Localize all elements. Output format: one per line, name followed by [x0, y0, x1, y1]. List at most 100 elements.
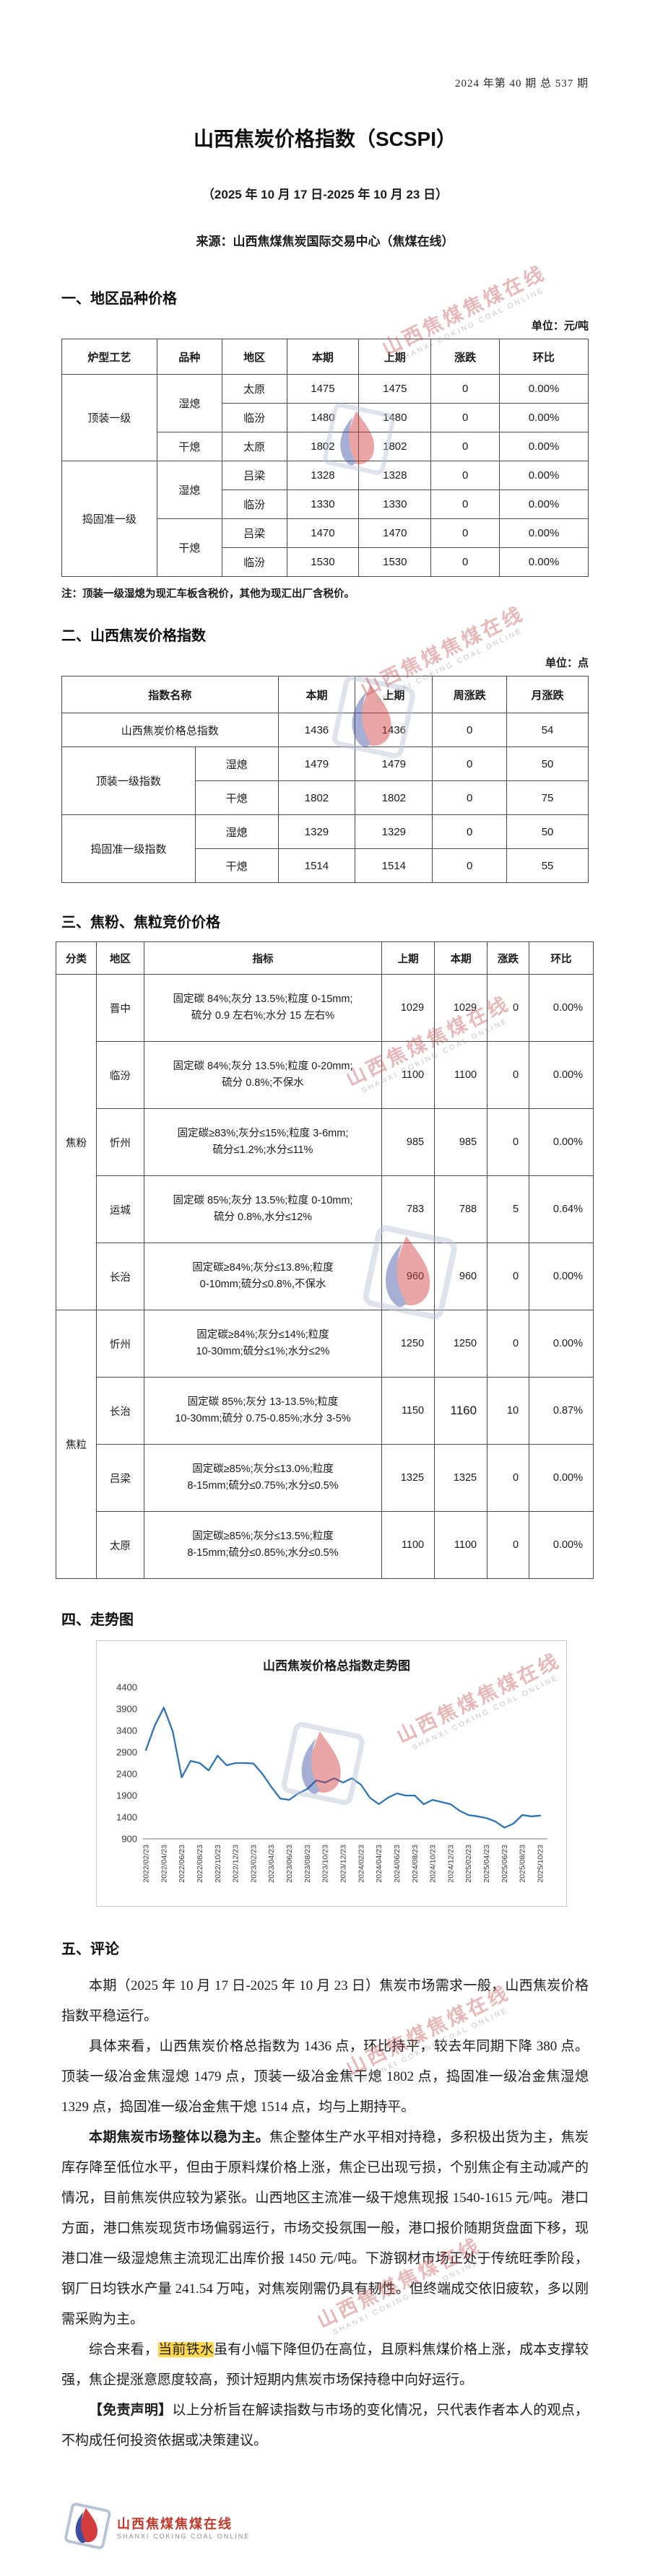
current-cell: 1100 [434, 1041, 488, 1109]
pct-cell: 0.00% [499, 518, 589, 548]
quench-cell: 干熄 [156, 432, 222, 461]
index-name-cell: 捣固准一级指数 [61, 814, 196, 883]
spec-line: 固定碳≥83%;灰分≤15%;粒度 3-6mm; [177, 1127, 349, 1139]
svg-text:4400: 4400 [116, 1682, 137, 1693]
table-row: 太原 固定碳≥85%;灰分≤13.5%;粒度 8-15mm;硫分≤0.85%;水… [56, 1511, 594, 1579]
quench-cell: 湿熄 [194, 814, 279, 849]
region-cell: 忻州 [95, 1108, 144, 1176]
region-cell: 太原 [221, 374, 287, 404]
category-cell: 焦粉 [56, 974, 97, 1310]
report-date-range: （2025 年 10 月 17 日-2025 年 10 月 23 日） [202, 188, 448, 201]
previous-cell: 1480 [358, 403, 432, 432]
spec-cell: 固定碳 85%;灰分 13-13.5%;粒度 10-30mm;硫分 0.75-0… [143, 1377, 383, 1445]
col-header: 月涨跌 [506, 676, 589, 713]
previous-cell: 1029 [381, 974, 436, 1042]
change-cell: 0 [487, 1444, 530, 1512]
table-row: 捣固准一级指数 湿熄 1329 1329 0 50 [61, 814, 589, 883]
table-row: 山西焦炭价格总指数 1436 1436 0 54 [61, 713, 589, 747]
spec-cell: 固定碳 85%;灰分 13.5%;粒度 0-10mm; 硫分 0.8%,水分≤1… [143, 1175, 383, 1243]
col-header: 上期 [355, 676, 433, 713]
section2-heading: 二、山西焦炭价格指数 [61, 628, 206, 644]
spec-line: 10-30mm;硫分≤1%;水分≤2% [196, 1346, 330, 1357]
table-row: 干熄 1514 1514 0 55 [62, 848, 589, 883]
svg-text:1900: 1900 [116, 1790, 137, 1801]
col-header: 上期 [381, 941, 436, 975]
table-row: 顶装一级指数 湿熄 1479 1479 0 50 [61, 747, 589, 815]
comment-paragraph: 本期焦炭市场整体以稳为主。焦企整体生产水平相对持稳，多积极出货为主，焦炭库存降至… [61, 2123, 589, 2335]
previous-cell: 1802 [355, 780, 433, 815]
current-cell: 1029 [434, 974, 488, 1042]
col-header: 品种 [156, 339, 222, 375]
highlighted-text: 当前铁水 [158, 2342, 214, 2357]
current-cell: 1475 [286, 374, 360, 404]
previous-cell: 1475 [358, 374, 432, 404]
section2-unit-label: 单位：点 [545, 657, 589, 669]
coke-breeze-grain-price-table: 分类 地区 指标 上期 本期 涨跌 环比 焦粉 晋中 固定碳 84%;灰分 13… [56, 941, 594, 1579]
current-cell: 1100 [434, 1511, 488, 1579]
svg-text:2025/02/23: 2025/02/23 [464, 1845, 473, 1883]
previous-cell: 1479 [355, 747, 433, 781]
pct-cell: 0.00% [499, 432, 589, 461]
trend-chart: 山西焦炭价格总指数走势图 900 1400 1900 2400 2900 3400 3900 4… [96, 1640, 567, 1907]
region-cell: 吕梁 [221, 461, 287, 490]
change-cell: 0 [487, 1511, 530, 1579]
current-cell: 1802 [277, 780, 356, 815]
previous-cell: 1328 [358, 461, 432, 490]
spec-line: 固定碳≥85%;灰分≤13.0%;粒度 [192, 1463, 334, 1475]
svg-text:2022/02/23: 2022/02/23 [142, 1845, 151, 1883]
index-name-cell: 顶装一级指数 [61, 747, 196, 815]
col-header: 分类 [56, 941, 97, 975]
week-change-cell: 0 [432, 780, 508, 815]
quench-cell: 干熄 [194, 780, 279, 815]
svg-text:2023/06/23: 2023/06/23 [285, 1845, 294, 1883]
change-cell: 0 [430, 374, 500, 404]
region-cell: 长治 [95, 1243, 144, 1310]
svg-text:2024/02/23: 2024/02/23 [357, 1845, 365, 1883]
spec-cell: 固定碳 84%;灰分 13.5%;粒度 0-15mm; 硫分 0.9 左右%;水… [143, 974, 383, 1042]
current-cell: 1330 [286, 489, 360, 519]
change-cell: 0 [487, 974, 530, 1042]
table1-note: 注：顶装一级湿熄为现汇车板含税价，其他为现汇出厂含税价。 [61, 588, 355, 600]
region-cell: 临汾 [221, 403, 287, 432]
spec-line: 固定碳 85%;灰分 13.5%;粒度 0-10mm; [173, 1194, 353, 1206]
svg-text:2025/08/23: 2025/08/23 [519, 1845, 527, 1883]
svg-text:2022/10/23: 2022/10/23 [214, 1845, 222, 1883]
month-change-cell: 75 [506, 780, 589, 815]
paragraph-text: 虽有小幅下降但仍在高位，且原料焦煤价格上涨，成本支撑较强，焦企提涨意愿度较高，预… [61, 2342, 589, 2388]
table-row: 长治 固定碳≥84%;灰分≤13.8%;粒度 0-10mm;硫分≤0.8%,不保… [56, 1243, 594, 1310]
change-cell: 0 [430, 403, 500, 432]
quench-cell: 湿熄 [156, 374, 222, 432]
current-cell: 985 [434, 1108, 488, 1176]
current-cell: 1514 [277, 848, 356, 883]
col-header: 地区 [221, 339, 287, 375]
current-cell: 1530 [286, 547, 360, 577]
table-row: 顶装一级 湿熄 太原 1475 1475 0 0.00% [61, 374, 589, 461]
pct-cell: 0.00% [529, 974, 594, 1042]
section1-unit-label: 单位：元/吨 [531, 320, 589, 332]
svg-text:2025/06/23: 2025/06/23 [500, 1845, 509, 1883]
current-cell: 1328 [286, 461, 360, 490]
spec-line: 固定碳 85%;灰分 13-13.5%;粒度 [187, 1396, 339, 1408]
change-cell: 0 [430, 432, 500, 461]
current-cell: 960 [434, 1243, 488, 1310]
previous-cell: 1514 [355, 848, 433, 883]
week-change-cell: 0 [432, 713, 508, 747]
svg-text:2023/12/23: 2023/12/23 [339, 1845, 348, 1883]
comment-paragraph: 本期（2025 年 10 月 17 日-2025 年 10 月 23 日）焦炭市… [61, 1971, 589, 2032]
month-change-cell: 50 [506, 747, 589, 781]
disclaimer-text: 以上分析旨在解读指数与市场的变化情况，只代表作者本人的观点，不构成任何投资依据或… [61, 2403, 589, 2448]
svg-text:900: 900 [121, 1834, 137, 1845]
col-header: 指标 [143, 941, 383, 975]
spec-line: 硫分≤1.2%;水分≤11% [212, 1144, 313, 1156]
comment-paragraph: 具体来看，山西焦炭价格总指数为 1436 点，环比持平，较去年同期下降 380 … [61, 2032, 589, 2123]
table-row: 忻州 固定碳≥83%;灰分≤15%;粒度 3-6mm; 硫分≤1.2%;水分≤1… [56, 1108, 594, 1176]
trend-line-chart: 山西焦炭价格总指数走势图 900 1400 1900 2400 2900 3400 3900 4… [116, 1658, 547, 1883]
section1-heading: 一、地区品种价格 [61, 291, 177, 307]
previous-cell: 783 [381, 1175, 436, 1243]
current-cell: 1436 [277, 713, 356, 747]
table-header-row: 炉型工艺 品种 地区 本期 上期 涨跌 环比 [61, 339, 589, 375]
company-logo-mark [56, 2497, 117, 2557]
svg-text:2023/10/23: 2023/10/23 [321, 1845, 330, 1883]
spec-line: 固定碳≥84%;灰分≤13.8%;粒度 [192, 1261, 334, 1274]
pct-cell: 0.00% [499, 489, 589, 519]
